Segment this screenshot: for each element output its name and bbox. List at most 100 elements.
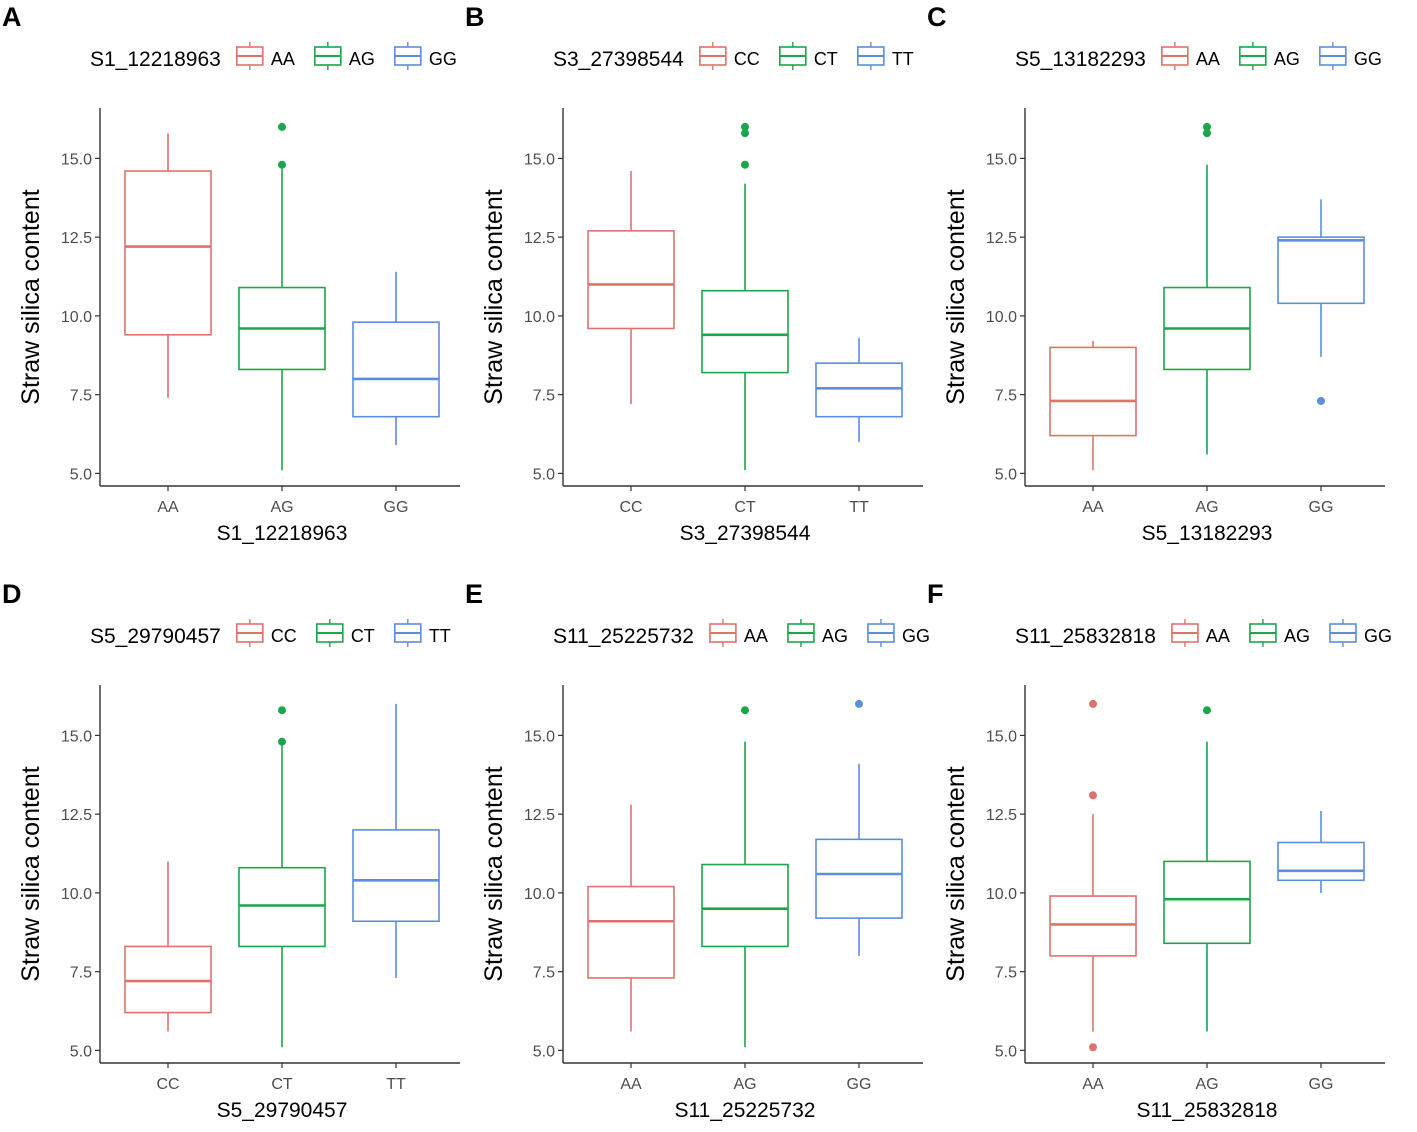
x-tick-label: AA	[1082, 499, 1104, 516]
legend-key-ct: CT	[779, 42, 838, 70]
y-tick-label: 7.5	[70, 965, 92, 982]
legend-label: AA	[1196, 49, 1220, 69]
y-tick-label: 15.0	[524, 728, 555, 745]
box-cc	[124, 861, 212, 1032]
legend-key-gg: GG	[1319, 42, 1382, 70]
box-ag	[701, 706, 789, 1048]
y-axis-title: Straw silica content	[942, 189, 970, 404]
y-tick-label: 15.0	[61, 151, 92, 168]
y-tick-label: 7.5	[995, 965, 1017, 982]
x-tick-label: CC	[619, 499, 642, 516]
legend-label: AG	[1274, 49, 1300, 69]
legend-label: TT	[429, 626, 451, 646]
y-tick-label: 5.0	[995, 466, 1017, 483]
legend-key-cc: CC	[699, 42, 760, 70]
x-tick-label: AG	[1195, 499, 1218, 516]
outlier-point	[278, 737, 286, 746]
y-tick-label: 10.0	[61, 309, 92, 326]
outlier-point	[1089, 699, 1097, 708]
panel-letter: F	[927, 579, 944, 609]
iqr-box	[238, 866, 326, 948]
y-tick-label: 15.0	[986, 151, 1017, 168]
y-tick-label: 7.5	[70, 388, 92, 405]
y-tick-label: 5.0	[70, 466, 92, 483]
legend-title: S11_25832818	[1015, 625, 1156, 648]
iqr-box	[701, 289, 789, 374]
x-tick-label: GG	[384, 499, 409, 516]
iqr-box	[815, 362, 903, 418]
legend: S3_27398544 CC CT TT	[553, 42, 914, 71]
iqr-box	[124, 945, 212, 1014]
legend: S5_29790457 CC CT TT	[90, 619, 451, 648]
legend-key-ag: AG	[1239, 42, 1300, 70]
panel-b: B S3_27398544 CC CT TT 5.0 7.5 10.0 12.5 15.0 Stra…	[465, 2, 923, 545]
y-axis-title: Straw silica content	[17, 766, 45, 981]
legend-title: S1_12218963	[90, 48, 221, 71]
iqr-box	[1049, 895, 1137, 957]
legend-label: GG	[429, 49, 457, 69]
box-aa	[587, 804, 675, 1032]
x-axis-title: S3_27398544	[680, 522, 811, 545]
box-aa	[1049, 699, 1137, 1052]
y-tick-label: 12.5	[524, 807, 555, 824]
y-tick-label: 10.0	[524, 309, 555, 326]
box-gg	[352, 271, 440, 446]
legend-label: CC	[271, 626, 297, 646]
box-aa	[124, 133, 212, 398]
legend-key-gg: GG	[867, 619, 930, 647]
legend-title: S3_27398544	[553, 48, 684, 71]
y-tick-label: 15.0	[61, 728, 92, 745]
box-ag	[238, 122, 326, 471]
legend-key-ct: CT	[316, 619, 375, 647]
legend-key-ag: AG	[314, 42, 375, 70]
legend-key-aa: AA	[1171, 619, 1230, 647]
iqr-box	[352, 829, 440, 923]
y-tick-label: 5.0	[70, 1043, 92, 1060]
iqr-box	[815, 838, 903, 919]
outlier-point	[1089, 791, 1097, 800]
legend-key-ag: AG	[1249, 619, 1310, 647]
box-ag	[1163, 122, 1251, 455]
outlier-point	[278, 706, 286, 715]
y-tick-label: 12.5	[986, 807, 1017, 824]
legend: S11_25225732 AA AG GG	[553, 619, 930, 648]
legend-key-ag: AG	[787, 619, 848, 647]
x-tick-label: GG	[1309, 499, 1334, 516]
box-gg	[1277, 199, 1365, 405]
y-tick-label: 12.5	[61, 807, 92, 824]
x-tick-label: AG	[270, 499, 293, 516]
iqr-box	[1277, 236, 1365, 305]
panel-f: F S11_25832818 AA AG GG 5.0 7.5 10.0 12.5 15.0 Str…	[927, 579, 1392, 1122]
box-gg	[815, 699, 903, 956]
iqr-box	[1163, 860, 1251, 945]
outlier-point	[1317, 396, 1325, 405]
iqr-box	[587, 885, 675, 979]
x-tick-label: AA	[620, 1076, 642, 1093]
x-axis-title: S1_12218963	[217, 522, 348, 545]
y-tick-label: 5.0	[995, 1043, 1017, 1060]
legend-label: CT	[814, 49, 838, 69]
legend-title: S5_29790457	[90, 625, 221, 648]
legend-label: GG	[1364, 626, 1392, 646]
legend: S1_12218963 AA AG GG	[90, 42, 457, 71]
panel-e: E S11_25225732 AA AG GG 5.0 7.5 10.0 12.5 15.0 Str…	[465, 579, 930, 1122]
outlier-point	[278, 122, 286, 131]
legend-label: AG	[1284, 626, 1310, 646]
panel-a: A S1_12218963 AA AG GG 5.0 7.5 10.0 12.5 15.0 Stra…	[2, 2, 460, 545]
outlier-point	[1203, 129, 1211, 138]
legend-key-aa: AA	[236, 42, 295, 70]
panel-letter: C	[927, 2, 947, 32]
box-tt	[352, 703, 440, 978]
outlier-point	[855, 699, 863, 708]
outlier-point	[1203, 122, 1211, 131]
outlier-point	[1089, 1043, 1097, 1052]
iqr-box	[124, 170, 212, 336]
legend: S5_13182293 AA AG GG	[1015, 42, 1382, 71]
iqr-box	[701, 863, 789, 948]
iqr-box	[1277, 841, 1365, 882]
box-ct	[238, 706, 326, 1048]
x-tick-label: TT	[849, 499, 869, 516]
x-axis-title: S11_25225732	[675, 1099, 816, 1122]
legend-label: CC	[734, 49, 760, 69]
panel-letter: D	[2, 579, 22, 609]
